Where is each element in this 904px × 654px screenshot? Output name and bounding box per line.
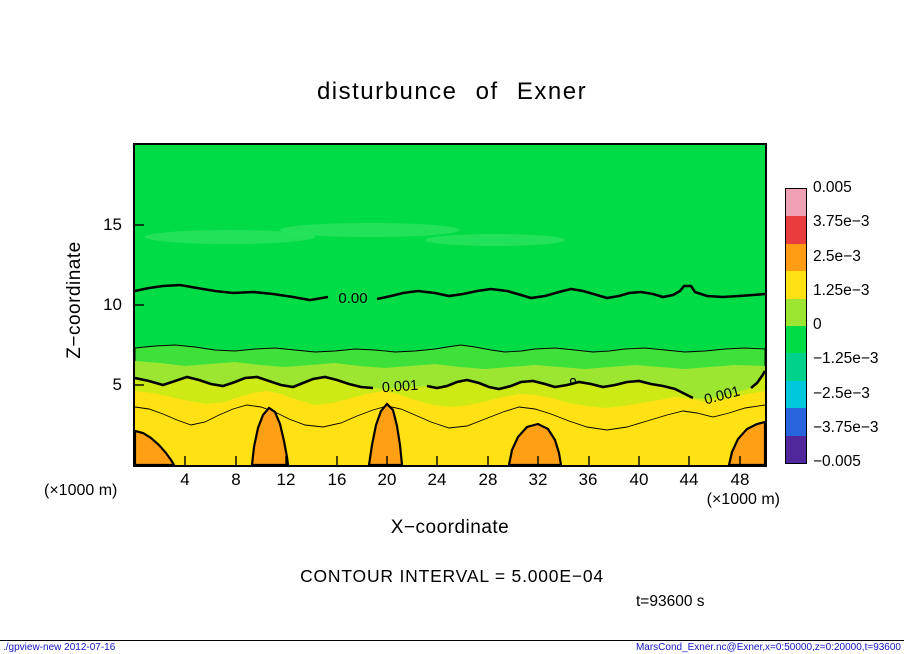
x-tick-label: 28 [478, 470, 498, 489]
x-axis-ticks [184, 456, 741, 465]
y-tick-label: 10 [103, 295, 122, 314]
colorbar-segment [786, 298, 806, 327]
colorbar-tick-label: 0.005 [813, 179, 852, 196]
light-patch [145, 230, 315, 244]
contour-interval-note: CONTOUR INTERVAL = 5.000E−04 [300, 566, 604, 586]
contour-line-zero [135, 283, 765, 302]
x-axis-label: X−coordinate [390, 517, 510, 538]
contour-line-0001-left [135, 375, 374, 390]
contour-line-thin-lower [135, 404, 765, 431]
colorbar-tick-label: −3.75e−3 [813, 419, 879, 436]
plot-title: disturbunce of Exner [316, 78, 588, 105]
colorbar-tick-label: 2.5e−3 [813, 248, 861, 265]
contour-line-zero-right [376, 284, 765, 301]
contour-plot-svg: 0.00 0.001 0.001 [135, 145, 765, 465]
x-tick-label: 40 [629, 470, 649, 489]
colorbar-tick-label: 1.25e−3 [813, 282, 870, 299]
contour-label-0001-left: 0.001 [381, 378, 418, 396]
light-patches [145, 223, 565, 246]
y-tick-label: 5 [112, 375, 122, 394]
light-patch [280, 223, 460, 237]
contour-line-zero-left [135, 283, 329, 302]
colorbar-segment [786, 435, 806, 464]
x-tick-label: 16 [327, 470, 347, 489]
colorbar-segment [786, 353, 806, 381]
surface-maxima [135, 402, 765, 465]
contour-line-0001-right [750, 370, 765, 389]
colorbar-tick-label: 3.75e−3 [813, 213, 870, 230]
contour-label-zero: 0.00 [338, 290, 367, 307]
x-tick-label: 44 [679, 470, 699, 489]
x-tick-label: 12 [276, 470, 296, 489]
x-tick-label: 8 [231, 470, 241, 489]
x-tick-label: 36 [578, 470, 598, 489]
colorbar-tick-label: −0.005 [813, 453, 861, 470]
x-tick-label: 20 [377, 470, 397, 489]
footer-divider [0, 640, 904, 641]
colorbar-segment [786, 189, 806, 217]
colorbar-segment [786, 216, 806, 244]
surface-blob [135, 429, 176, 465]
footer-left-text: ./gpview-new 2012-07-16 [3, 642, 116, 653]
plot-area: 0.00 0.001 0.001 [133, 143, 767, 467]
colorbar [785, 188, 807, 464]
x-axis-unit: (×1000 m) [706, 491, 780, 508]
colorbar-segment [786, 408, 806, 436]
y-axis-ticks [135, 224, 144, 386]
colorbar-tick-label: −2.5e−3 [813, 385, 870, 402]
colorbar-tick-label: −1.25e−3 [813, 350, 879, 367]
contour-line-0001-mid [426, 378, 694, 400]
x-tick-label: 48 [730, 470, 750, 489]
colorbar-segment [786, 326, 806, 354]
surface-blob [507, 422, 563, 465]
surface-blob [250, 406, 290, 465]
y-axis-unit: (×1000 m) [44, 482, 118, 499]
x-tick-label: 24 [427, 470, 447, 489]
surface-blob [727, 420, 765, 465]
tiny-closed-contour [569, 377, 577, 385]
light-patch [425, 234, 565, 246]
time-annotation: t=93600 s [636, 593, 705, 610]
colorbar-tick-label: 0 [813, 316, 822, 333]
colorbar-segment [786, 380, 806, 409]
colorbar-segment [786, 243, 806, 272]
x-tick-label: 32 [528, 470, 548, 489]
colorbar-segment [786, 271, 806, 299]
surface-blob [367, 402, 404, 465]
x-tick-label: 4 [180, 470, 190, 489]
contour-line-0001 [135, 370, 765, 400]
y-tick-label: 15 [103, 215, 122, 234]
footer-right-text: MarsCond_Exner.nc@Exner,x=0:50000,z=0:20… [635, 642, 901, 653]
